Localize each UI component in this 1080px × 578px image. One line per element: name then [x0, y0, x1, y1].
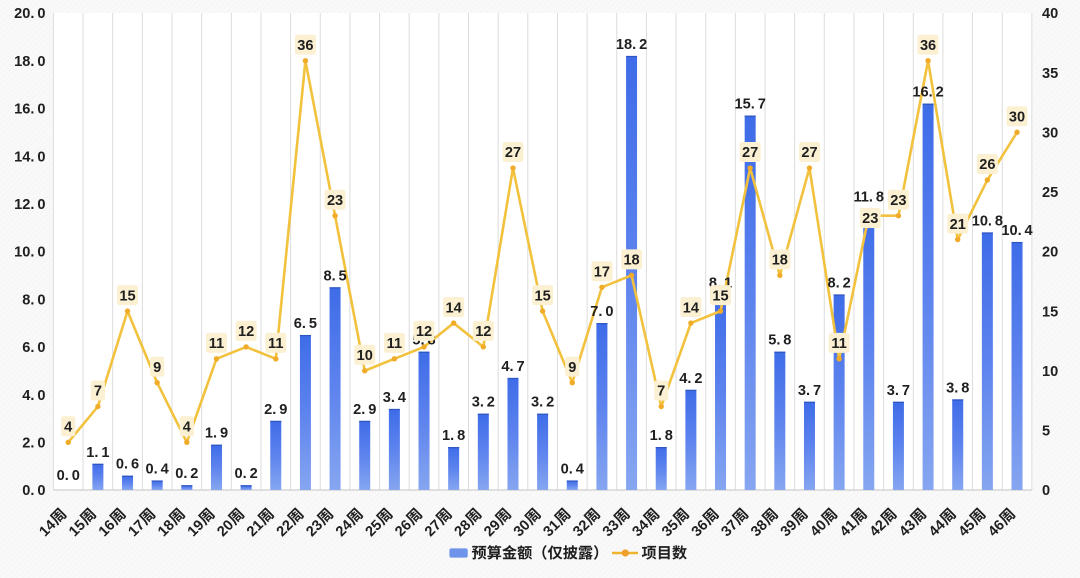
- svg-text:12: 12: [238, 324, 254, 340]
- svg-text:3. 7: 3. 7: [887, 383, 910, 399]
- svg-text:27: 27: [801, 145, 817, 161]
- svg-text:20: 20: [1042, 245, 1058, 261]
- svg-text:10: 10: [357, 348, 373, 364]
- svg-text:36: 36: [297, 38, 313, 54]
- svg-text:11. 8: 11. 8: [854, 190, 885, 206]
- svg-text:1. 8: 1. 8: [442, 428, 465, 444]
- svg-text:27: 27: [742, 145, 758, 161]
- svg-text:25: 25: [1042, 185, 1058, 201]
- svg-text:15: 15: [535, 288, 551, 304]
- svg-text:8. 5: 8. 5: [323, 268, 346, 284]
- svg-text:23: 23: [862, 211, 878, 227]
- svg-text:23: 23: [327, 193, 343, 209]
- svg-text:7: 7: [94, 384, 102, 400]
- svg-text:18. 2: 18. 2: [616, 37, 647, 53]
- svg-text:3. 4: 3. 4: [383, 390, 407, 406]
- svg-text:2. 0: 2. 0: [22, 436, 45, 452]
- svg-text:11: 11: [387, 336, 402, 352]
- svg-text:8. 2: 8. 2: [828, 275, 851, 291]
- svg-text:0. 4: 0. 4: [146, 461, 170, 477]
- svg-text:17: 17: [594, 264, 610, 280]
- svg-text:10. 4: 10. 4: [1001, 223, 1033, 239]
- svg-text:23: 23: [890, 193, 906, 209]
- svg-text:4. 7: 4. 7: [501, 359, 524, 375]
- svg-text:15: 15: [119, 288, 135, 304]
- svg-text:10: 10: [1042, 364, 1058, 380]
- svg-text:0. 2: 0. 2: [235, 466, 258, 482]
- svg-text:0. 0: 0. 0: [57, 468, 80, 484]
- svg-text:40: 40: [1042, 6, 1058, 22]
- svg-text:18: 18: [623, 253, 639, 269]
- svg-text:5. 8: 5. 8: [768, 333, 791, 349]
- svg-text:15. 7: 15. 7: [735, 97, 766, 113]
- svg-text:15: 15: [1042, 304, 1058, 320]
- svg-text:35: 35: [1042, 66, 1058, 82]
- svg-text:9: 9: [568, 360, 576, 376]
- svg-text:1. 1: 1. 1: [86, 445, 109, 461]
- svg-text:12. 0: 12. 0: [14, 197, 45, 213]
- svg-text:26: 26: [979, 157, 995, 173]
- svg-text:21: 21: [950, 217, 966, 233]
- svg-text:10. 0: 10. 0: [14, 245, 45, 261]
- svg-text:8. 0: 8. 0: [22, 292, 45, 308]
- svg-text:7. 0: 7. 0: [590, 304, 613, 320]
- svg-text:14: 14: [446, 300, 463, 316]
- svg-text:3. 8: 3. 8: [946, 380, 969, 396]
- svg-text:11: 11: [831, 336, 846, 352]
- svg-text:3. 2: 3. 2: [472, 395, 495, 411]
- svg-text:0: 0: [1042, 483, 1050, 499]
- svg-text:30: 30: [1009, 109, 1025, 125]
- svg-text:0. 2: 0. 2: [175, 466, 198, 482]
- svg-text:4: 4: [64, 420, 73, 436]
- svg-text:12: 12: [416, 324, 432, 340]
- svg-text:14. 0: 14. 0: [14, 149, 45, 165]
- svg-text:11: 11: [268, 336, 283, 352]
- svg-text:36: 36: [920, 38, 936, 54]
- svg-text:12: 12: [475, 324, 491, 340]
- svg-text:6. 5: 6. 5: [294, 316, 317, 332]
- svg-text:1. 9: 1. 9: [205, 426, 228, 442]
- svg-text:6. 0: 6. 0: [22, 340, 45, 356]
- svg-text:11: 11: [209, 336, 224, 352]
- svg-text:15: 15: [712, 288, 728, 304]
- svg-text:10. 8: 10. 8: [972, 213, 1003, 229]
- svg-text:9: 9: [153, 360, 161, 376]
- svg-text:4. 2: 4. 2: [679, 371, 702, 387]
- svg-text:3. 7: 3. 7: [798, 383, 821, 399]
- svg-text:18. 0: 18. 0: [14, 54, 45, 70]
- svg-text:4: 4: [183, 420, 192, 436]
- svg-text:16. 0: 16. 0: [14, 102, 45, 118]
- svg-text:0. 6: 0. 6: [116, 457, 139, 473]
- svg-text:2. 9: 2. 9: [264, 402, 287, 418]
- svg-text:27: 27: [505, 145, 521, 161]
- svg-text:1. 8: 1. 8: [650, 428, 673, 444]
- svg-text:30: 30: [1042, 125, 1058, 141]
- svg-text:0. 4: 0. 4: [561, 461, 585, 477]
- svg-text:7: 7: [657, 384, 665, 400]
- svg-text:20. 0: 20. 0: [14, 6, 45, 22]
- svg-text:18: 18: [772, 253, 788, 269]
- svg-text:16. 2: 16. 2: [912, 85, 943, 101]
- svg-text:0. 0: 0. 0: [22, 483, 45, 499]
- svg-text:4. 0: 4. 0: [22, 388, 45, 404]
- svg-text:2. 9: 2. 9: [353, 402, 376, 418]
- svg-text:3. 2: 3. 2: [531, 395, 554, 411]
- svg-text:5: 5: [1042, 424, 1050, 440]
- svg-text:14: 14: [683, 300, 700, 316]
